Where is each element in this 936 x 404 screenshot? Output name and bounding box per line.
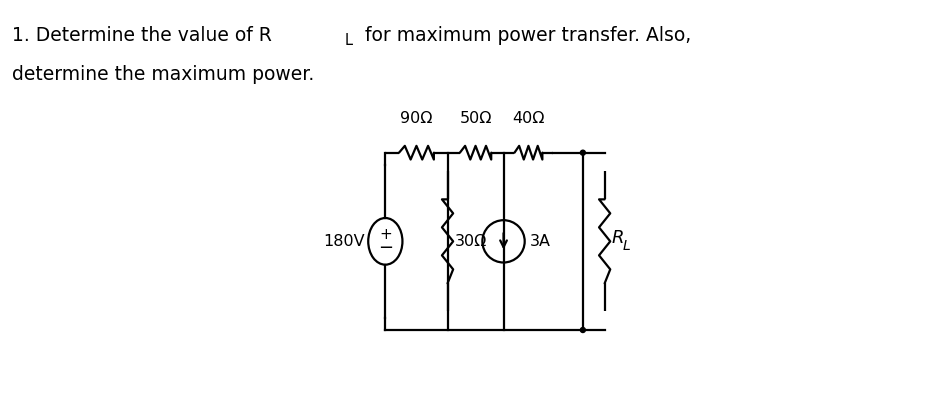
Text: 50Ω: 50Ω <box>459 111 491 126</box>
Text: 3A: 3A <box>529 234 549 249</box>
Text: determine the maximum power.: determine the maximum power. <box>12 65 314 84</box>
Text: L: L <box>344 33 353 48</box>
Text: 40Ω: 40Ω <box>512 111 544 126</box>
Text: 90Ω: 90Ω <box>400 111 432 126</box>
Text: 180V: 180V <box>323 234 365 249</box>
Text: for maximum power transfer. Also,: for maximum power transfer. Also, <box>358 26 691 45</box>
Circle shape <box>579 328 585 332</box>
Text: L: L <box>622 239 630 253</box>
Text: 1. Determine the value of R: 1. Determine the value of R <box>12 26 271 45</box>
Text: 30Ω: 30Ω <box>454 234 486 249</box>
Text: R: R <box>611 229 623 247</box>
Circle shape <box>579 150 585 155</box>
Text: +: + <box>378 227 391 242</box>
Text: −: − <box>377 239 392 257</box>
